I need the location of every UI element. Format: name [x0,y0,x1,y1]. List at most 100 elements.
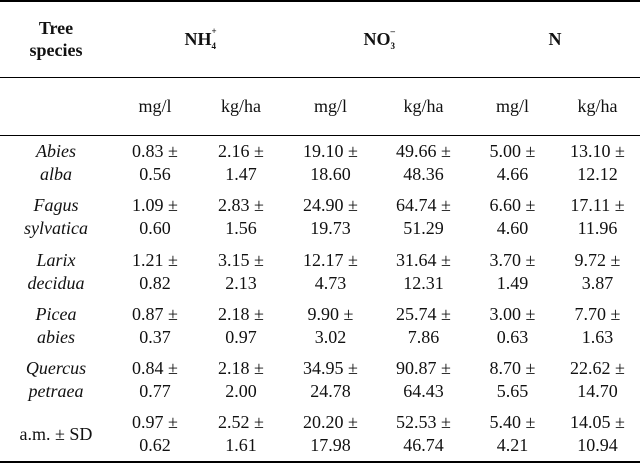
empty-cell [0,77,112,135]
mean-value: 31.64 ± [396,249,451,270]
species-cell: Fagus sylvatica [0,190,112,244]
value-cell: 17.11 ±11.96 [555,190,640,244]
sd-value: 19.73 [310,218,351,239]
sd-value: 0.63 [496,327,529,348]
sd-value: 0.60 [139,218,171,239]
sd-value: 10.94 [577,435,618,456]
mean-value: 2.52 ± [218,412,264,433]
sd-value: 0.77 [139,381,171,402]
species-line: Larix [36,249,76,270]
sd-value: 1.63 [581,327,614,348]
unit-cell: kg/ha [403,96,444,117]
mean-value: 8.70 ± [489,358,536,379]
unit-cell: mg/l [495,96,529,117]
species-line: Fagus [33,195,79,216]
sd-value: 1.61 [225,435,257,456]
mean-value: 7.70 ± [574,304,621,325]
value-cell: 9.90 ±3.02 [284,299,377,353]
value-cell: 2.18 ±2.00 [198,353,284,407]
value-cell: 3.15 ±2.13 [198,245,284,299]
mean-value: 0.84 ± [132,358,178,379]
n-group-header: N [470,1,640,77]
table-row: Larix decidua 1.21 ±0.82 3.15 ±2.13 12.17 ±4… [0,245,640,299]
species-cell: Picea abies [0,299,112,353]
sd-value: 18.60 [310,164,351,185]
mean-value: 9.72 ± [574,249,621,270]
value-cell: 22.62 ±14.70 [555,353,640,407]
mean-value: 2.83 ± [218,195,264,216]
table-row: Fagus sylvatica 1.09 ±0.60 2.83 ±1.56 24.90 … [0,190,640,244]
mean-value: 14.05 ± [570,412,625,433]
species-line: petraea [28,381,84,402]
value-cell: 0.83 ±0.56 [112,136,198,190]
value-cell: 52.53 ±46.74 [377,408,470,462]
mean-value: 5.40 ± [489,412,536,433]
species-line: sylvatica [24,218,88,239]
value-cell: 19.10 ±18.60 [284,136,377,190]
ion-subscript: 4 [211,40,217,51]
sd-value: 1.56 [225,218,257,239]
sd-value: 64.43 [403,381,444,402]
sd-value: 5.65 [496,381,529,402]
species-cell: Abies alba [0,136,112,190]
value-cell: 34.95 ±24.78 [284,353,377,407]
mean-value: 2.18 ± [218,304,264,325]
species-cell: a.m. ± SD [0,408,112,462]
value-cell: 2.16 ±1.47 [198,136,284,190]
value-cell: 6.60 ±4.60 [470,190,555,244]
sd-value: 1.49 [496,272,529,293]
species-line: decidua [27,272,85,293]
species-line: Abies [36,141,76,162]
no3-group-header: NO – 3 [284,1,470,77]
mean-value: 64.74 ± [396,195,451,216]
value-cell: 20.20 ±17.98 [284,408,377,462]
value-cell: 14.05 ±10.94 [555,408,640,462]
species-line: abies [37,327,75,348]
units-row: mg/l kg/ha mg/l kg/ha mg/l kg/ha [0,77,640,136]
ion-label: NH [184,28,212,49]
value-cell: 9.72 ±3.87 [555,245,640,299]
mean-value: 24.90 ± [303,195,358,216]
ion-subscript: 3 [390,40,396,51]
value-cell: 12.17 ±4.73 [284,245,377,299]
mean-value: 6.60 ± [489,195,536,216]
sd-value: 3.02 [314,327,347,348]
sd-value: 0.62 [139,435,171,456]
ion-label: NO [363,28,391,49]
mean-value: 0.83 ± [132,141,178,162]
table-row: Picea abies 0.87 ±0.37 2.18 ±0.97 9.90 ±3.02… [0,299,640,353]
sd-value: 48.36 [403,164,444,185]
mean-value: 5.00 ± [489,141,536,162]
table-row: Quercus petraea 0.84 ±0.77 2.18 ±2.00 34.95 … [0,353,640,407]
sd-value: 51.29 [403,218,444,239]
mean-value: 2.18 ± [218,358,264,379]
sd-value: 2.13 [225,272,257,293]
mean-value: 90.87 ± [396,358,451,379]
sd-value: 11.96 [577,218,618,239]
mean-value: 9.90 ± [307,304,354,325]
table-row: a.m. ± SD 0.97 ±0.62 2.52 ±1.61 20.20 ±17.9… [0,408,640,462]
table-body: Abies alba 0.83 ±0.56 2.16 ±1.47 19.10 ±18.6… [0,136,640,462]
mean-value: 1.21 ± [132,249,178,270]
mean-value: 1.09 ± [132,195,178,216]
mean-value: 34.95 ± [303,358,358,379]
value-cell: 5.00 ±4.66 [470,136,555,190]
value-cell: 2.83 ±1.56 [198,190,284,244]
species-line: Picea [35,304,77,325]
mean-value: 17.11 ± [570,195,625,216]
sd-value: 4.21 [496,435,529,456]
value-cell: 90.87 ±64.43 [377,353,470,407]
species-cell: Quercus petraea [0,353,112,407]
value-cell: 0.97 ±0.62 [112,408,198,462]
mean-value: 12.17 ± [303,249,358,270]
mean-value: 0.97 ± [132,412,178,433]
mean-value: 49.66 ± [396,141,451,162]
mean-value: 2.16 ± [218,141,264,162]
value-cell: 5.40 ±4.21 [470,408,555,462]
sd-value: 14.70 [577,381,618,402]
value-cell: 25.74 ±7.86 [377,299,470,353]
sd-value: 24.78 [310,381,351,402]
sd-value: 46.74 [403,435,444,456]
value-cell: 8.70 ±5.65 [470,353,555,407]
